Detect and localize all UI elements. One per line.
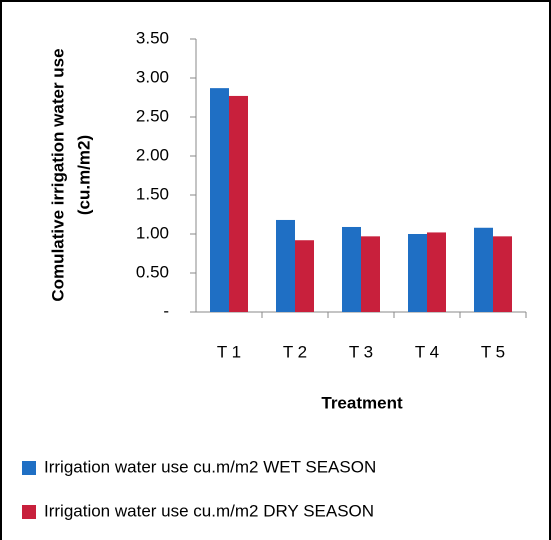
y-axis-title-line: Comulative irrigation water use xyxy=(48,48,67,301)
x-tick-label: T 4 xyxy=(415,342,439,361)
bar xyxy=(408,234,427,312)
bar xyxy=(295,240,314,312)
bar xyxy=(493,236,512,312)
y-tick-label: 0.50 xyxy=(136,262,169,281)
x-tick-label: T 1 xyxy=(217,342,241,361)
x-tick-label: T 3 xyxy=(349,342,373,361)
y-axis-title-line: (cu.m/m2) xyxy=(74,135,93,215)
bar xyxy=(276,219,295,312)
bar xyxy=(474,227,493,312)
legend-label: Irrigation water use cu.m/m2 WET SEASON xyxy=(44,457,376,476)
y-tick-label: 1.00 xyxy=(136,223,169,242)
bar xyxy=(342,226,361,312)
legend-swatch xyxy=(22,505,36,519)
y-tick-label: 2.50 xyxy=(136,106,169,125)
y-tick-label: 3.50 xyxy=(136,28,169,47)
y-tick-label: 3.00 xyxy=(136,67,169,86)
bar xyxy=(427,232,446,312)
y-axis-title: Comulative irrigation water use (cu.m/m2… xyxy=(48,48,93,301)
x-axis-title: Treatment xyxy=(321,393,403,412)
bar xyxy=(229,95,248,312)
bar xyxy=(361,236,380,312)
y-tick-label: 2.00 xyxy=(136,145,169,164)
bar xyxy=(210,88,229,312)
x-tick-label: T 5 xyxy=(481,342,505,361)
y-tick-label: 1.50 xyxy=(136,184,169,203)
legend-label: Irrigation water use cu.m/m2 DRY SEASON xyxy=(44,501,374,520)
y-tick-label: - xyxy=(163,301,169,320)
x-tick-label: T 2 xyxy=(283,342,307,361)
legend-swatch xyxy=(22,461,36,475)
